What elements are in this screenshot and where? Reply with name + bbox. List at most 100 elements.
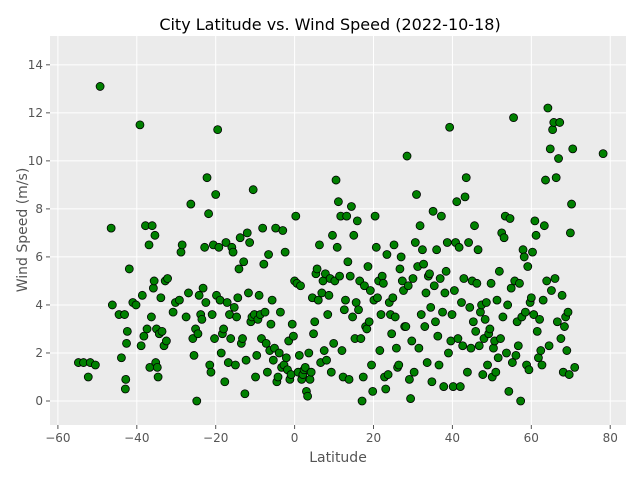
x-tick-label: −20 (203, 431, 228, 445)
data-point (405, 374, 414, 384)
y-tick-label: 8 (35, 202, 43, 216)
data-point (458, 341, 468, 351)
data-point (264, 250, 273, 259)
data-point (121, 374, 131, 384)
data-point (528, 247, 537, 257)
plot-area (50, 36, 626, 425)
data-point (438, 307, 447, 317)
data-point (520, 307, 530, 317)
data-point (360, 281, 369, 291)
data-point (248, 185, 258, 195)
data-point (211, 190, 221, 199)
data-point (429, 281, 439, 291)
data-point (351, 298, 361, 307)
data-point (229, 302, 239, 312)
data-point (402, 151, 412, 161)
data-point (519, 252, 529, 262)
data-point (473, 245, 483, 255)
data-point (536, 346, 546, 355)
y-tick-label: 6 (35, 250, 43, 264)
data-point (275, 307, 285, 317)
data-point (242, 228, 252, 238)
data-point (326, 367, 336, 377)
data-point (287, 319, 297, 329)
data-point (485, 324, 495, 334)
data-point (205, 360, 215, 370)
data-point (406, 394, 415, 403)
data-point (397, 276, 407, 286)
data-point (294, 350, 304, 360)
data-point (492, 295, 502, 305)
data-point (349, 230, 359, 240)
data-point (468, 317, 478, 327)
data-point (534, 353, 543, 363)
data-point (545, 144, 555, 154)
data-point (435, 274, 445, 283)
data-point (474, 341, 484, 351)
data-point (420, 322, 430, 331)
data-point (323, 310, 333, 319)
data-point (524, 365, 534, 375)
data-point (471, 326, 481, 336)
data-point (390, 312, 400, 322)
data-point (324, 290, 334, 300)
data-point (441, 266, 451, 276)
data-point (142, 324, 152, 334)
data-point (568, 144, 578, 154)
data-point (434, 360, 444, 370)
data-point (461, 173, 471, 183)
data-point (157, 326, 167, 336)
x-tick-label: 0 (291, 431, 299, 445)
data-point (478, 370, 488, 379)
data-point (432, 245, 442, 255)
y-tick-label: 10 (28, 154, 43, 168)
data-point (337, 346, 347, 355)
data-point (150, 230, 160, 240)
data-point (313, 295, 323, 305)
data-point (124, 264, 134, 274)
data-point (526, 293, 536, 303)
data-point (214, 242, 224, 252)
data-point (368, 386, 378, 396)
y-axis-label: Wind Speed (m/s) (15, 168, 31, 293)
data-point (551, 173, 561, 183)
data-point (156, 293, 166, 303)
x-tick-label: −60 (45, 431, 70, 445)
data-point (148, 283, 158, 293)
data-point (303, 391, 313, 401)
data-point (388, 293, 398, 303)
data-point (541, 175, 550, 185)
data-point (463, 367, 472, 377)
data-point (273, 372, 283, 382)
data-point (455, 382, 465, 391)
data-point (354, 305, 363, 315)
data-point (356, 334, 366, 343)
data-point (476, 307, 485, 317)
data-point (598, 149, 608, 159)
data-point (240, 389, 250, 399)
data-point (570, 362, 580, 372)
data-point (221, 238, 231, 247)
data-point (449, 286, 459, 295)
data-point (444, 348, 453, 358)
data-point (394, 360, 404, 370)
data-point (309, 329, 318, 339)
x-tick-label: 60 (524, 431, 539, 445)
data-point (310, 317, 320, 327)
data-point (220, 377, 230, 387)
data-point (189, 350, 199, 360)
data-point (381, 384, 391, 394)
data-point (564, 370, 574, 379)
data-point (136, 341, 146, 351)
data-point (232, 312, 242, 322)
data-point (457, 298, 466, 307)
data-point (204, 209, 213, 219)
data-point (395, 264, 405, 274)
chart-title: City Latitude vs. Wind Speed (2022-10-18… (159, 15, 500, 34)
data-point (202, 173, 212, 183)
data-point (378, 278, 388, 288)
data-point (345, 271, 355, 281)
data-point (552, 317, 562, 327)
data-point (419, 259, 429, 269)
